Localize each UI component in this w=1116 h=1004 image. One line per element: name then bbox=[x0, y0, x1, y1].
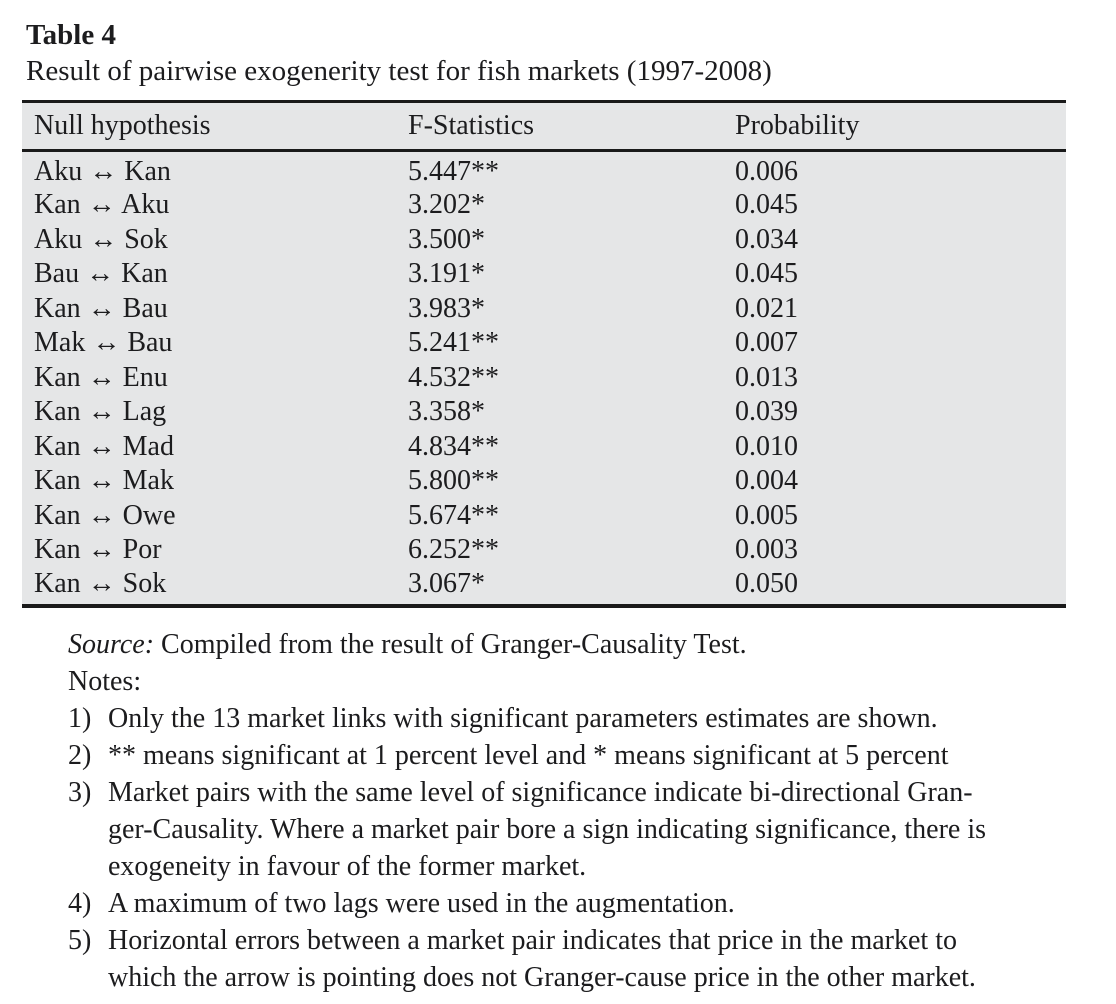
cell-probability: 0.045 bbox=[735, 189, 798, 221]
note-item-4: 4) A maximum of two lags were used in th… bbox=[68, 885, 1088, 922]
note-text: A maximum of two lags were used in the a… bbox=[108, 885, 1088, 922]
note-text: Only the 13 market links with significan… bbox=[108, 700, 1088, 737]
cell-hypothesis: Kan ↔ Mad bbox=[34, 430, 174, 462]
table-row: Aku ↔ Kan 5.447** 0.006 bbox=[22, 151, 1066, 189]
column-header-null-hypothesis: Null hypothesis bbox=[22, 101, 408, 152]
cell-hypothesis: Kan ↔ Owe bbox=[34, 499, 176, 531]
cell-f-statistic: 6.252** bbox=[408, 534, 499, 566]
cell-hypothesis: Kan ↔ Bau bbox=[34, 292, 168, 324]
table-row: Mak ↔ Bau 5.241** 0.007 bbox=[22, 326, 1066, 361]
source-label: Source: bbox=[68, 628, 155, 660]
notes-heading: Notes: bbox=[68, 665, 142, 697]
cell-probability: 0.013 bbox=[735, 361, 798, 393]
cell-f-statistic: 4.834** bbox=[408, 430, 499, 462]
source-text: Compiled from the result of Granger-Caus… bbox=[154, 628, 747, 660]
column-header-f-statistics: F-Statistics bbox=[408, 101, 735, 152]
cell-probability: 0.003 bbox=[735, 534, 798, 566]
cell-probability: 0.039 bbox=[735, 396, 798, 428]
cell-probability: 0.006 bbox=[735, 156, 798, 187]
cell-hypothesis: Kan ↔ Sok bbox=[34, 567, 167, 599]
note-number: 1) bbox=[68, 702, 92, 734]
cell-f-statistic: 5.800** bbox=[408, 465, 499, 497]
cell-probability: 0.004 bbox=[735, 465, 798, 497]
cell-f-statistic: 5.674** bbox=[408, 499, 499, 531]
cell-probability: 0.005 bbox=[735, 499, 798, 531]
cell-f-statistic: 5.447** bbox=[408, 156, 499, 187]
note-item-5: 5) Horizontal errors between a market pa… bbox=[68, 922, 1088, 996]
cell-hypothesis: Kan ↔ Mak bbox=[34, 465, 174, 497]
cell-f-statistic: 4.532** bbox=[408, 361, 499, 393]
note-number: 3) bbox=[68, 776, 92, 808]
table-caption: Result of pairwise exogenerity test for … bbox=[26, 55, 772, 87]
cell-hypothesis: Bau ↔ Kan bbox=[34, 258, 168, 290]
cell-f-statistic: 3.191* bbox=[408, 258, 485, 290]
note-item-3: 3) Market pairs with the same level of s… bbox=[68, 774, 1088, 885]
note-number: 2) bbox=[68, 739, 92, 771]
note-text: ** means significant at 1 percent level … bbox=[108, 737, 1088, 774]
note-text-line: ger-Causality. Where a market pair bore … bbox=[108, 813, 986, 845]
note-text-line: Horizontal errors between a market pair … bbox=[108, 924, 957, 956]
exogeneity-test-table: Null hypothesis F-Statistics Probability… bbox=[22, 100, 1066, 608]
note-text-line: ** means significant at 1 percent level … bbox=[108, 739, 949, 771]
cell-f-statistic: 3.202* bbox=[408, 189, 485, 221]
cell-f-statistic: 3.067* bbox=[408, 567, 485, 599]
note-text: Horizontal errors between a market pair … bbox=[108, 922, 1088, 996]
table-row: Kan ↔ Mak 5.800** 0.004 bbox=[22, 464, 1066, 499]
table-row: Kan ↔ Aku 3.202* 0.045 bbox=[22, 188, 1066, 223]
cell-f-statistic: 3.500* bbox=[408, 223, 485, 255]
table-row: Kan ↔ Bau 3.983* 0.021 bbox=[22, 292, 1066, 327]
cell-hypothesis: Kan ↔ Lag bbox=[34, 396, 167, 428]
table-label: Table 4 bbox=[26, 19, 116, 51]
note-text-line: exogeneity in favour of the former marke… bbox=[108, 850, 587, 882]
cell-probability: 0.010 bbox=[735, 430, 798, 462]
cell-hypothesis: Aku ↔ Sok bbox=[34, 223, 168, 255]
table-row: Kan ↔ Sok 3.067* 0.050 bbox=[22, 568, 1066, 606]
table-row: Kan ↔ Enu 4.532** 0.013 bbox=[22, 361, 1066, 396]
table-header-row: Null hypothesis F-Statistics Probability bbox=[22, 101, 1066, 152]
cell-hypothesis: Kan ↔ Por bbox=[34, 534, 162, 566]
note-text-line: Market pairs with the same level of sign… bbox=[108, 776, 973, 808]
table-row: Kan ↔ Por 6.252** 0.003 bbox=[22, 533, 1066, 568]
cell-probability: 0.007 bbox=[735, 327, 798, 359]
cell-probability: 0.021 bbox=[735, 292, 798, 324]
source-line: Source: Compiled from the result of Gran… bbox=[68, 626, 1088, 663]
table-row: Bau ↔ Kan 3.191* 0.045 bbox=[22, 257, 1066, 292]
notes-section: Source: Compiled from the result of Gran… bbox=[68, 626, 1088, 996]
cell-hypothesis: Aku ↔ Kan bbox=[34, 156, 171, 187]
note-text-line: A maximum of two lags were used in the a… bbox=[108, 887, 735, 919]
note-number: 4) bbox=[68, 887, 92, 919]
cell-hypothesis: Mak ↔ Bau bbox=[34, 327, 173, 359]
note-text-line: which the arrow is pointing does not Gra… bbox=[108, 961, 976, 993]
table-row: Aku ↔ Sok 3.500* 0.034 bbox=[22, 223, 1066, 258]
note-item-1: 1) Only the 13 market links with signifi… bbox=[68, 700, 1088, 737]
cell-f-statistic: 3.983* bbox=[408, 292, 485, 324]
table-row: Kan ↔ Lag 3.358* 0.039 bbox=[22, 395, 1066, 430]
cell-probability: 0.034 bbox=[735, 223, 798, 255]
note-item-2: 2) ** means significant at 1 percent lev… bbox=[68, 737, 1088, 774]
cell-f-statistic: 5.241** bbox=[408, 327, 499, 359]
table-row: Kan ↔ Owe 5.674** 0.005 bbox=[22, 499, 1066, 534]
cell-hypothesis: Kan ↔ Aku bbox=[34, 189, 170, 221]
table-row: Kan ↔ Mad 4.834** 0.010 bbox=[22, 430, 1066, 465]
column-header-probability: Probability bbox=[735, 101, 1066, 152]
note-text-line: Only the 13 market links with significan… bbox=[108, 702, 938, 734]
cell-probability: 0.045 bbox=[735, 258, 798, 290]
note-number: 5) bbox=[68, 924, 92, 956]
note-text: Market pairs with the same level of sign… bbox=[108, 774, 1088, 885]
cell-f-statistic: 3.358* bbox=[408, 396, 485, 428]
cell-probability: 0.050 bbox=[735, 567, 798, 599]
cell-hypothesis: Kan ↔ Enu bbox=[34, 361, 168, 393]
